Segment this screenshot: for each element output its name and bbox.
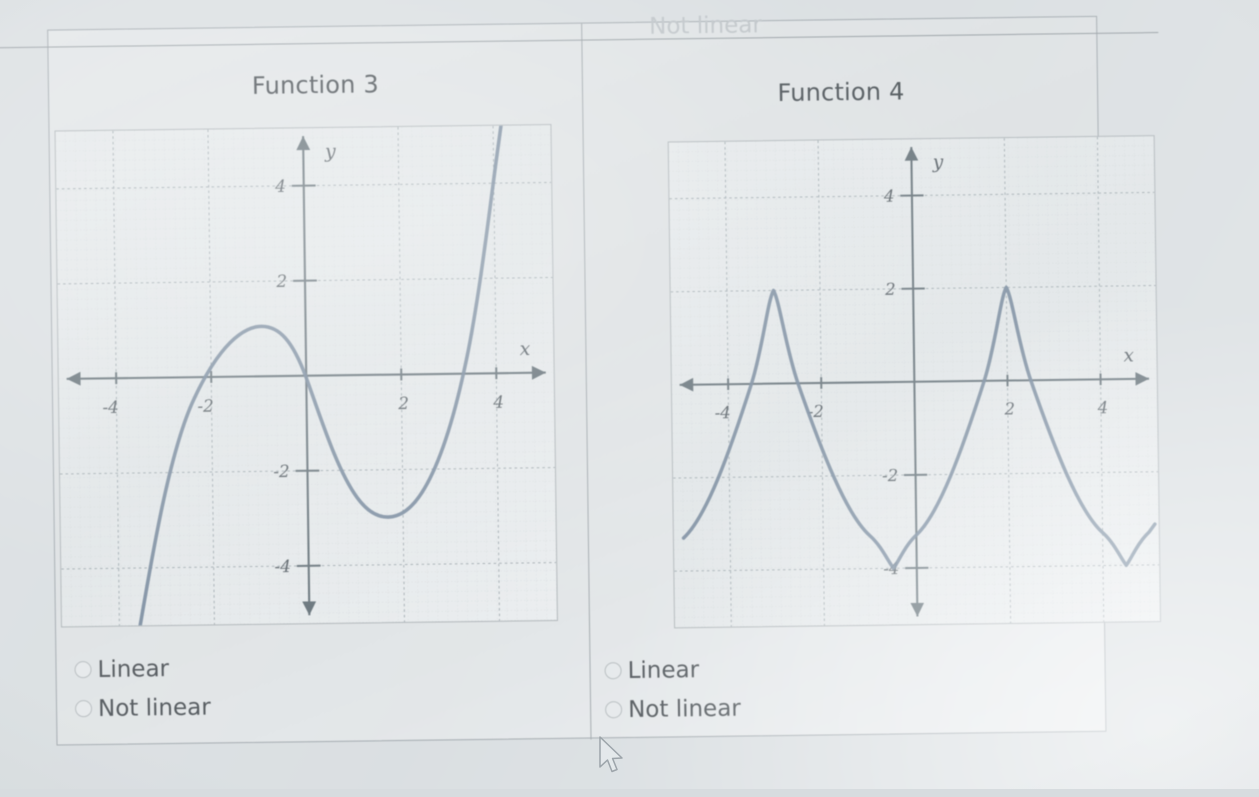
radio-icon[interactable] bbox=[605, 701, 623, 719]
option-label: Not linear bbox=[97, 694, 211, 722]
function-4-graph: -4 -2 2 4 4 2 -2 -4 y x bbox=[667, 135, 1162, 629]
option-label: Not linear bbox=[627, 695, 741, 723]
svg-text:4: 4 bbox=[1097, 398, 1109, 417]
function-4-option-linear[interactable]: Linear bbox=[604, 650, 740, 691]
svg-text:-2: -2 bbox=[882, 466, 898, 485]
svg-text:x: x bbox=[520, 339, 531, 360]
option-label: Linear bbox=[627, 656, 700, 684]
function-4-option-not-linear[interactable]: Not linear bbox=[605, 689, 741, 730]
radio-icon[interactable] bbox=[74, 661, 92, 679]
svg-text:2: 2 bbox=[275, 271, 287, 291]
option-label: Linear bbox=[97, 655, 170, 683]
clipped-previous-row-label: Not linear bbox=[649, 12, 763, 40]
function-3-option-not-linear[interactable]: Not linear bbox=[74, 688, 211, 729]
svg-text:2: 2 bbox=[884, 280, 896, 299]
function-4-title: Function 4 bbox=[777, 77, 905, 108]
svg-text:-2: -2 bbox=[197, 396, 214, 416]
mouse-pointer-icon bbox=[598, 736, 628, 782]
svg-text:y: y bbox=[932, 152, 944, 173]
svg-text:-2: -2 bbox=[273, 461, 290, 481]
radio-icon[interactable] bbox=[604, 662, 622, 680]
radio-icon[interactable] bbox=[74, 700, 93, 718]
svg-text:4: 4 bbox=[883, 187, 895, 206]
svg-text:x: x bbox=[1123, 345, 1134, 366]
svg-text:-4: -4 bbox=[274, 556, 291, 576]
function-4-options: Linear Not linear bbox=[604, 650, 741, 730]
svg-text:-4: -4 bbox=[715, 403, 731, 422]
svg-text:4: 4 bbox=[274, 176, 286, 196]
svg-text:2: 2 bbox=[1003, 399, 1015, 418]
function-comparison-table: Function 3 bbox=[0, 12, 1162, 747]
svg-text:2: 2 bbox=[397, 393, 409, 413]
function-3-title: Function 3 bbox=[251, 70, 380, 100]
function-3-graph: -4 -2 2 4 4 2 -2 -4 y x bbox=[54, 123, 558, 628]
function-3-options: Linear Not linear bbox=[74, 649, 211, 729]
function-3-option-linear[interactable]: Linear bbox=[74, 649, 210, 690]
function-4-cell: Function 4 bbox=[582, 17, 1162, 740]
svg-text:-4: -4 bbox=[102, 397, 119, 417]
function-3-cell: Function 3 bbox=[48, 24, 590, 747]
svg-text:y: y bbox=[324, 142, 336, 163]
svg-text:4: 4 bbox=[492, 392, 504, 412]
